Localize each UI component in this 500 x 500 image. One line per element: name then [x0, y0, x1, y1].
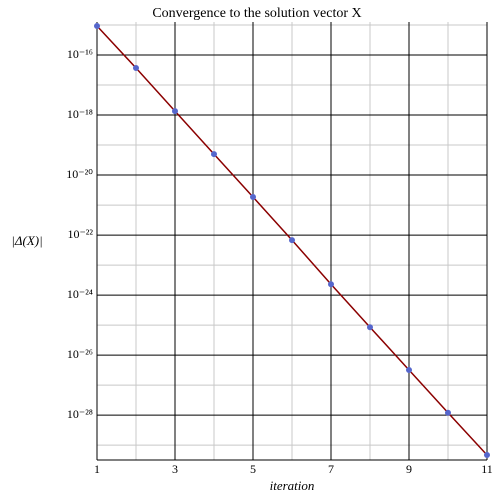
- y-tick-label: 10⁻²⁰: [66, 167, 93, 181]
- x-tick-label: 11: [481, 462, 493, 476]
- point: [250, 193, 256, 200]
- point: [289, 237, 295, 244]
- x-tick-label: 7: [328, 462, 334, 476]
- y-axis-label: |Δ(X)|: [11, 233, 42, 248]
- x-axis-label: iteration: [270, 478, 315, 493]
- point: [133, 64, 139, 71]
- chart-title: Convergence to the solution vector X: [152, 6, 361, 21]
- x-tick-label: 9: [406, 462, 412, 476]
- y-tick-label: 10⁻¹⁸: [67, 107, 93, 121]
- y-tick-label: 10⁻²²: [67, 227, 93, 241]
- y-tick-label: 10⁻²⁶: [67, 347, 93, 361]
- x-tick-label: 3: [172, 462, 178, 476]
- y-tick-label: 10⁻¹⁶: [67, 47, 93, 61]
- y-tick-label: 10⁻²⁴: [67, 287, 93, 301]
- point: [172, 108, 178, 115]
- x-tick-label: 1: [94, 462, 100, 476]
- point: [211, 151, 217, 158]
- point: [328, 281, 334, 288]
- point: [406, 366, 412, 373]
- point: [367, 324, 373, 331]
- y-tick-label: 10⁻²⁸: [67, 407, 93, 421]
- point: [94, 22, 100, 29]
- x-tick-label: 5: [250, 462, 256, 476]
- point: [445, 409, 451, 416]
- point: [484, 451, 490, 458]
